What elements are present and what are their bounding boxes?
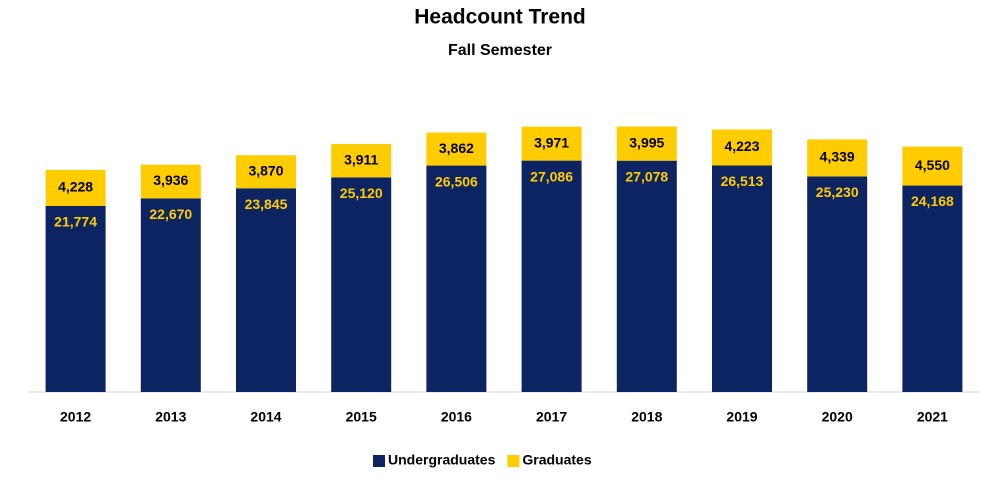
bar-segment [140,164,201,199]
bar-segment [902,185,963,392]
data-label: 4,223 [724,138,759,154]
chart-subtitle: Fall Semester [448,42,552,59]
data-label: 3,862 [439,140,474,156]
bar-segment [902,146,963,186]
x-tick-label: 2017 [536,409,567,425]
data-label: 25,120 [340,185,383,201]
x-tick-label: 2018 [631,409,662,425]
x-tick-label: 2020 [822,409,853,425]
data-label: 22,670 [149,206,192,222]
bar-segment [426,165,487,392]
legend-label: Graduates [522,452,591,468]
bar-segment [45,169,106,206]
bar-segment [807,176,868,392]
bar-segment [616,126,677,161]
bar-segment [45,205,106,392]
x-tick-label: 2013 [155,409,186,425]
x-tick-label: 2019 [726,409,757,425]
data-label: 3,936 [153,172,188,188]
bar-segment [236,188,296,392]
data-label: 26,506 [435,173,478,189]
data-label: 3,971 [534,134,569,150]
data-label: 25,230 [816,184,859,200]
data-label: 3,911 [344,151,378,167]
data-label: 27,086 [530,168,573,184]
bar-segment [521,160,582,392]
bar-segment [426,132,487,166]
legend-label: Undergraduates [388,452,496,468]
data-label: 4,228 [58,179,93,195]
data-label: 3,995 [629,134,664,150]
data-label: 4,550 [915,157,950,173]
legend-swatch [373,455,385,467]
x-tick-label: 2021 [917,409,948,425]
bar-segment [712,165,772,392]
data-label: 21,774 [54,214,97,230]
x-tick-label: 2016 [441,409,472,425]
bar-segment [807,139,868,177]
data-label: 3,870 [248,162,283,178]
bar-segment [331,177,392,392]
bar-segment [521,126,582,161]
data-label: 24,168 [911,193,954,209]
x-tick-label: 2014 [250,409,281,425]
bar-segment [331,143,392,178]
bar-segment [712,129,772,166]
data-label: 4,339 [820,149,855,165]
data-label: 27,078 [625,168,668,184]
bar-segment [236,155,296,189]
chart-title: Headcount Trend [414,6,586,29]
x-tick-label: 2015 [346,409,377,425]
legend-swatch [507,455,520,467]
data-label: 26,513 [721,173,764,189]
data-label: 23,845 [245,196,288,212]
x-tick-label: 2012 [60,409,91,425]
bar-segment [616,160,677,392]
bar-segment [140,198,201,392]
